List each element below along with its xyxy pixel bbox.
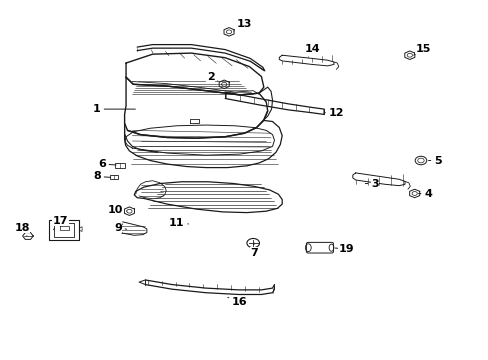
Text: 3: 3 — [365, 179, 378, 189]
Text: 10: 10 — [107, 205, 126, 215]
Text: 9: 9 — [114, 223, 126, 233]
Text: 18: 18 — [14, 223, 30, 236]
Text: 8: 8 — [93, 171, 110, 181]
Text: 7: 7 — [250, 243, 258, 258]
Text: 13: 13 — [233, 19, 252, 31]
Bar — [109, 175, 118, 179]
Text: 16: 16 — [227, 297, 247, 307]
Text: 6: 6 — [98, 159, 116, 169]
Text: 5: 5 — [427, 156, 441, 166]
Text: 2: 2 — [206, 72, 218, 82]
Text: 19: 19 — [335, 244, 353, 254]
Text: 11: 11 — [169, 217, 188, 228]
Bar — [115, 163, 124, 168]
Text: 14: 14 — [304, 44, 319, 57]
Text: 15: 15 — [413, 44, 430, 55]
Text: 17: 17 — [53, 216, 68, 230]
Text: 4: 4 — [418, 189, 431, 199]
Text: 1: 1 — [93, 104, 135, 114]
Text: 12: 12 — [324, 108, 344, 118]
